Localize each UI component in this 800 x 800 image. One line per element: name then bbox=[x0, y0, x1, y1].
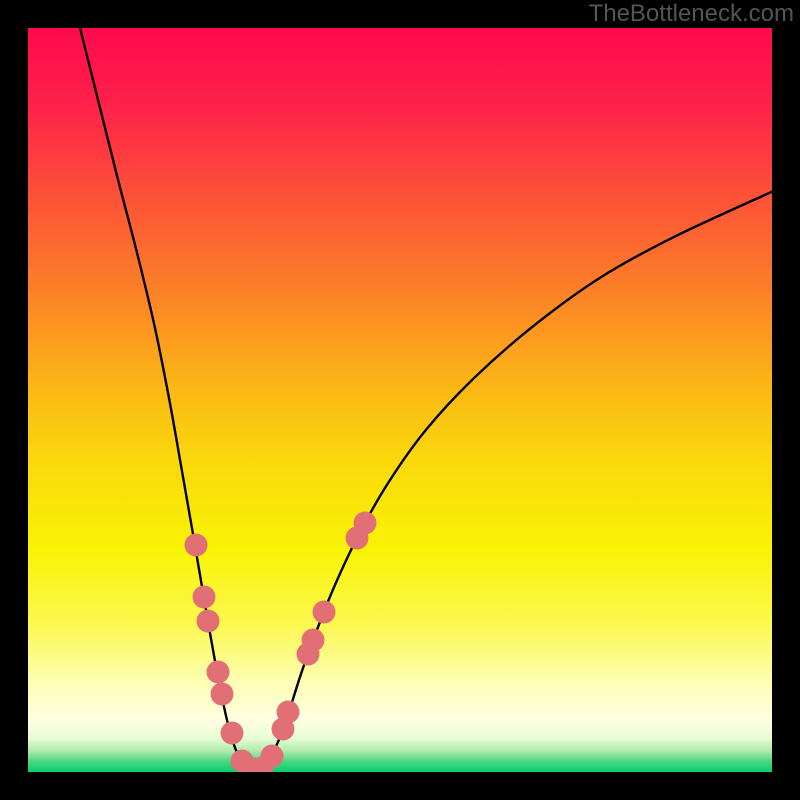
curve-marker bbox=[261, 744, 284, 767]
curve-marker bbox=[197, 609, 220, 632]
watermark-text: TheBottleneck.com bbox=[589, 0, 794, 28]
curve-marker bbox=[185, 534, 208, 557]
curve-marker bbox=[313, 601, 336, 624]
v-curve-path bbox=[80, 28, 772, 771]
curve-marker bbox=[193, 586, 216, 609]
curve-marker bbox=[206, 660, 229, 683]
plot-area bbox=[28, 28, 772, 772]
curve-marker bbox=[220, 722, 243, 745]
curve-marker bbox=[211, 682, 234, 705]
curve-marker bbox=[301, 628, 324, 651]
curve-marker bbox=[277, 701, 300, 724]
chart-canvas: TheBottleneck.com bbox=[0, 0, 800, 800]
curve-marker bbox=[354, 511, 377, 534]
v-curve bbox=[28, 28, 772, 772]
